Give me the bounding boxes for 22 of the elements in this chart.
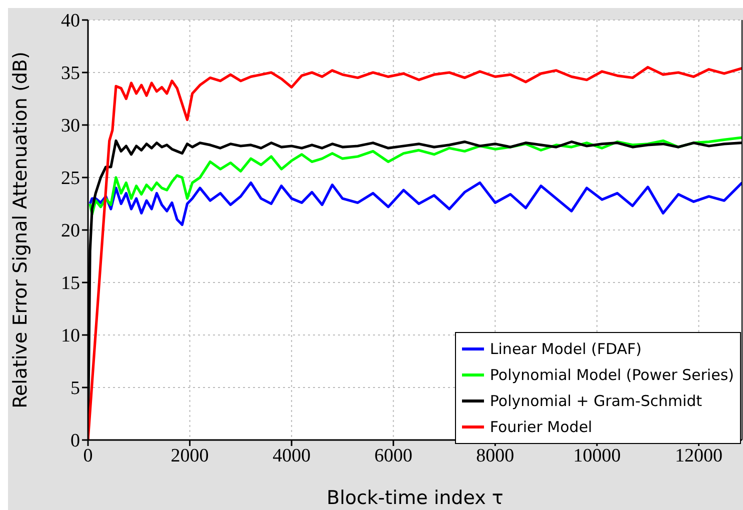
legend-label: Polynomial + Gram-Schmidt	[490, 392, 702, 410]
legend-label: Polynomial Model (Power Series)	[490, 366, 734, 384]
x-tick-label: 10000	[573, 445, 621, 466]
legend-label: Fourier Model	[490, 418, 592, 436]
y-tick-label: 25	[61, 168, 80, 190]
y-axis-title: Relative Error Signal Attenuation (dB)	[10, 52, 32, 408]
y-tick-label: 15	[61, 273, 80, 294]
y-tick-label: 5	[70, 378, 80, 400]
y-tick-label: 10	[61, 326, 80, 347]
y-tick-label: 35	[61, 63, 80, 84]
legend-label: Linear Model (FDAF)	[490, 340, 642, 358]
x-tick-label: 8000	[476, 445, 514, 466]
y-tick-label: 0	[70, 430, 80, 452]
x-tick-label: 6000	[374, 445, 412, 466]
line-series	[88, 181, 742, 226]
y-tick-label: 40	[61, 10, 80, 32]
x-tick-label: 12000	[674, 445, 722, 466]
y-tick-label: 30	[61, 116, 80, 137]
x-tick-label: 4000	[272, 445, 311, 466]
x-tick-label: 2000	[170, 445, 209, 466]
y-tick-label: 20	[61, 220, 80, 242]
x-axis-title: Block-time index τ	[326, 487, 504, 509]
